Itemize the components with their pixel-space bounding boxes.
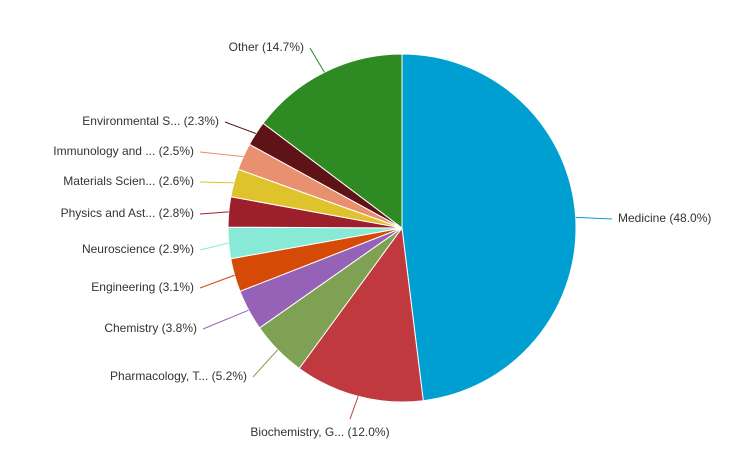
pie-slice[interactable] [298, 226, 424, 403]
leader-line [199, 181, 234, 184]
slice-label: Physics and Ast... (2.8%) [61, 206, 194, 220]
leader-line [224, 121, 257, 134]
leader-line [202, 309, 249, 330]
pie-slices [227, 53, 577, 403]
slice-label: Immunology and ... (2.5%) [53, 144, 194, 158]
slice-label: Neuroscience (2.9%) [82, 242, 194, 256]
leader-line [199, 151, 244, 158]
slice-label: Medicine (48.0%) [618, 211, 711, 225]
leader-line [349, 396, 359, 420]
slice-label: Environmental S... (2.3%) [82, 114, 219, 128]
slice-label: Pharmacology, T... (5.2%) [110, 369, 247, 383]
slice-label: Chemistry (3.8%) [104, 321, 197, 335]
slice-labels: Medicine (48.0%) Biochemistry, G... (12.0… [53, 40, 711, 439]
leader-line [575, 216, 613, 220]
label-leader-lines [199, 47, 613, 420]
leader-line [199, 242, 229, 251]
leader-line [309, 47, 325, 73]
slice-label: Biochemistry, G... (12.0%) [250, 425, 389, 439]
slice-label: Other (14.7%) [229, 40, 304, 54]
slice-label: Materials Scien... (2.6%) [63, 174, 194, 188]
leader-line [199, 211, 229, 215]
pie-slice[interactable] [262, 53, 403, 230]
leader-line [199, 274, 235, 289]
pie-slice[interactable] [401, 53, 577, 402]
slice-label: Engineering (3.1%) [91, 280, 194, 294]
leader-line [252, 349, 279, 378]
